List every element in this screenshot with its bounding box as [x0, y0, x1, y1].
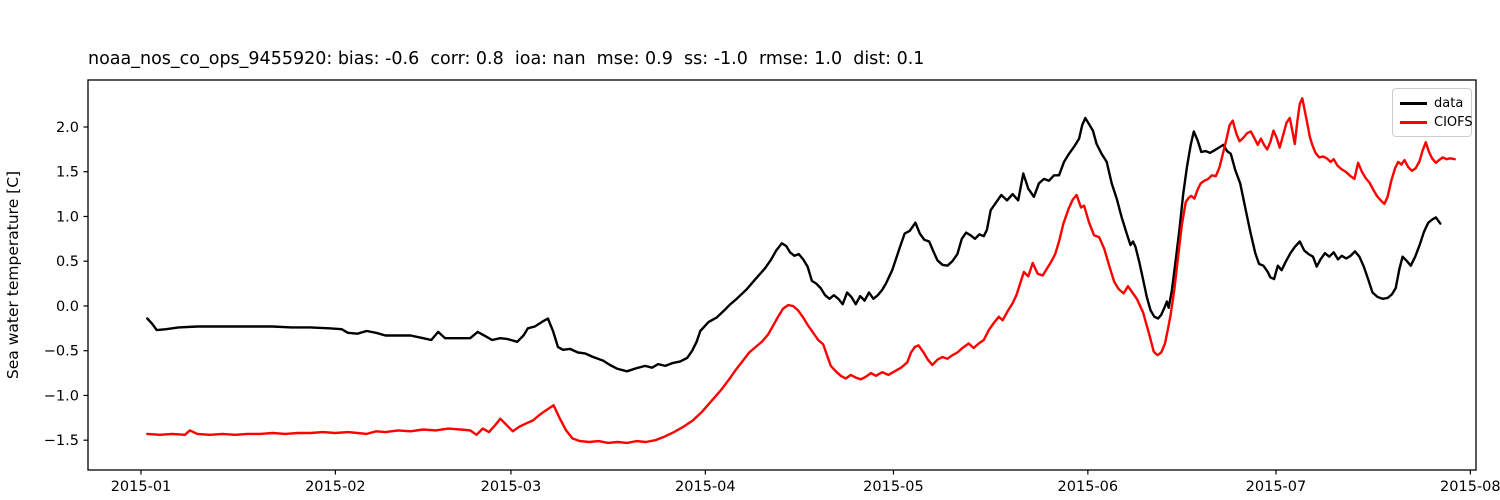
plot-area-border: [87, 79, 1477, 471]
x-tick-label: 2015-06: [1058, 479, 1119, 495]
y-tick-label: −0.5: [44, 344, 79, 360]
x-tick-label: 2015-07: [1246, 479, 1307, 495]
x-tick-label: 2015-03: [481, 479, 542, 495]
y-tick-label: 0.0: [56, 299, 79, 315]
x-tick-label: 2015-01: [111, 479, 172, 495]
legend-line-swatch-ciofs: [1400, 121, 1427, 124]
legend-item-data: data: [1400, 94, 1471, 113]
legend-label-ciofs: CIOFS: [1434, 115, 1473, 130]
series-line-ciofs: [146, 97, 1456, 445]
series-line-data: [146, 116, 1442, 373]
y-tick-label: 1.0: [56, 209, 79, 225]
x-tick-label: 2015-05: [863, 479, 924, 495]
y-tick-label: −1.0: [44, 388, 79, 404]
x-tick-label: 2015-04: [675, 479, 736, 495]
legend-line-swatch-data: [1400, 102, 1427, 105]
legend-item-ciofs: CIOFS: [1400, 113, 1473, 132]
chart-title-line-metrics: noaa_nos_co_ops_9455920: bias: -0.6 corr…: [88, 49, 925, 69]
legend-label-data: data: [1434, 96, 1464, 111]
x-tick-label: 2015-08: [1440, 479, 1500, 495]
y-tick-label: 0.5: [56, 254, 79, 270]
chart-legend: data CIOFS: [1392, 88, 1473, 137]
y-tick-label: 2.0: [56, 120, 79, 136]
x-tick-label: 2015-02: [305, 479, 366, 495]
y-tick-label: −1.5: [44, 433, 79, 449]
y-tick-label: 1.5: [56, 165, 79, 181]
y-axis-label: Sea water temperature [C]: [4, 171, 22, 379]
